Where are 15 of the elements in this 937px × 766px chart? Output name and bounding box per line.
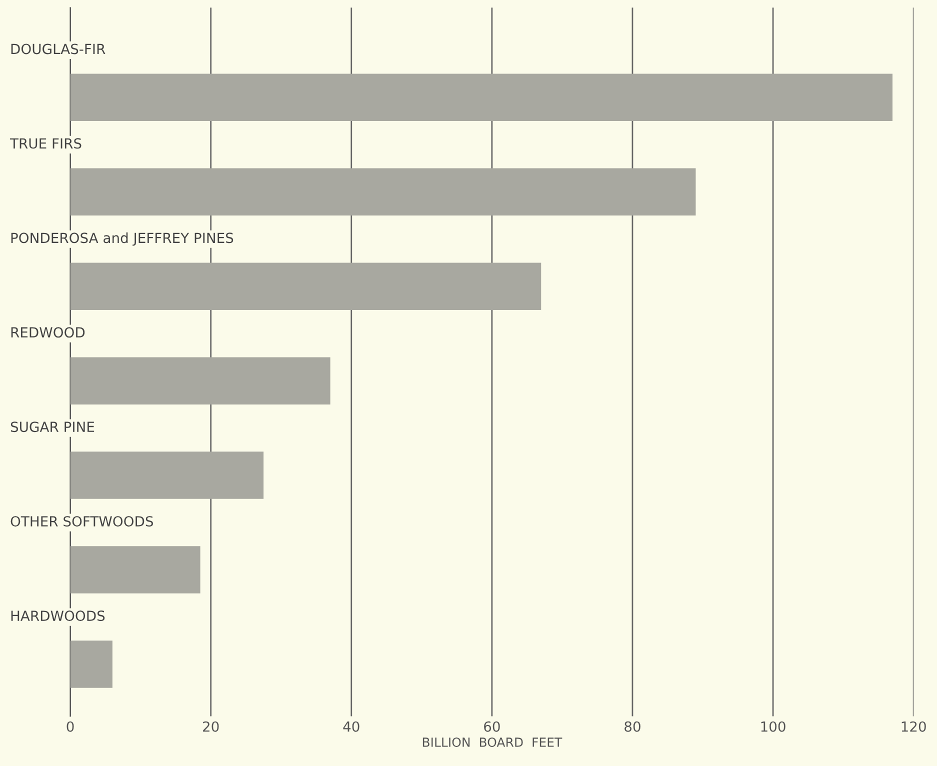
x-tick-label: 60 bbox=[484, 721, 500, 732]
y-tick-label: HARDWOODS bbox=[11, 610, 105, 622]
x-tick-label: 0 bbox=[66, 721, 74, 732]
y-tick-label: TRUE FIRS bbox=[10, 138, 82, 149]
y-tick-label: PONDEROSA and JEFFREY PINES bbox=[11, 232, 234, 246]
y-tick-label: DOUGLAS-FIR bbox=[11, 44, 106, 54]
x-tick-label: 20 bbox=[203, 721, 219, 732]
x-tick-label: 120 bbox=[902, 721, 926, 732]
x-tick-label: 40 bbox=[343, 721, 360, 732]
y-tick-label: REDWOOD bbox=[11, 327, 85, 338]
x-axis-title: BILLION BOARD FEET bbox=[422, 738, 562, 747]
x-tick-label: 100 bbox=[761, 721, 786, 732]
y-tick-label: SUGAR PINE bbox=[10, 422, 94, 432]
y-tick-label: OTHER SOFTWOODS bbox=[10, 516, 154, 527]
x-tick-label: 80 bbox=[624, 721, 640, 732]
